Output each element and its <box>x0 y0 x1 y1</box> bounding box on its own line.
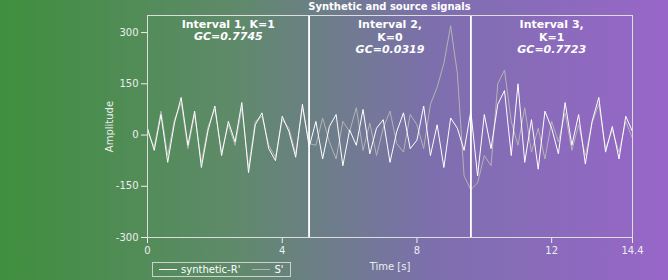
svg-text:0: 0 <box>132 129 138 140</box>
svg-text:14.4: 14.4 <box>621 245 643 256</box>
svg-text:-300: -300 <box>116 232 139 243</box>
svg-text:4: 4 <box>279 245 285 256</box>
svg-text:0: 0 <box>144 245 150 256</box>
svg-text:12: 12 <box>545 245 558 256</box>
html-text:S': S' <box>274 264 284 275</box>
html-text:synthetic-R': synthetic-R' <box>181 264 241 275</box>
svg-text:-150: -150 <box>116 180 139 191</box>
svg-text:300: 300 <box>119 27 138 38</box>
svg-text:Interval 3,K=1: Interval 3,K=1 <box>520 18 584 44</box>
svg-text:8: 8 <box>414 245 420 256</box>
svg-text:GC=0.7723: GC=0.7723 <box>517 43 586 56</box>
svg-text:Time [s]: Time [s] <box>369 261 411 272</box>
svg-text:Interval 2,K=0: Interval 2,K=0 <box>358 18 422 44</box>
svg-text:Amplitude: Amplitude <box>104 101 115 152</box>
svg-text:GC=0.0319: GC=0.0319 <box>356 43 425 56</box>
html-text:Synthetic and source signals: Synthetic and source signals <box>308 1 471 12</box>
svg-text:Interval 1, K=1: Interval 1, K=1 <box>181 18 275 32</box>
svg-text:150: 150 <box>119 78 138 89</box>
svg-text:GC=0.7745: GC=0.7745 <box>194 30 263 43</box>
